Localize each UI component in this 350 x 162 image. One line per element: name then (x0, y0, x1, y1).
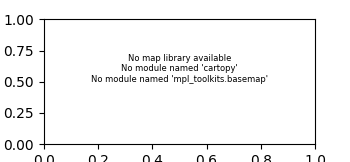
Text: No map library available
No module named 'cartopy'
No module named 'mpl_toolkits: No map library available No module named… (91, 54, 268, 84)
